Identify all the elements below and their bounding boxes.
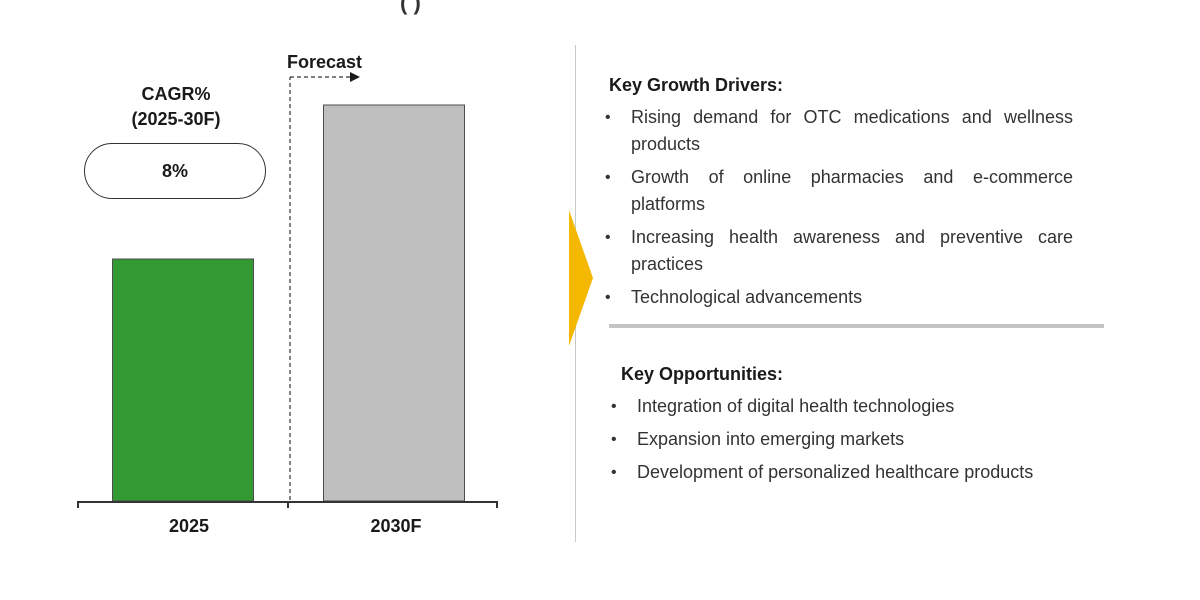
cagr-value-pill: 8% bbox=[84, 143, 266, 199]
cagr-label: CAGR% (2025-30F) bbox=[96, 82, 256, 132]
list-item-text: Development of personalized healthcare p… bbox=[637, 462, 1034, 482]
list-item-text: Rising demand for OTC medications and we… bbox=[631, 107, 1073, 154]
bar-2025 bbox=[112, 258, 254, 502]
cagr-label-line1: CAGR% bbox=[141, 84, 211, 104]
key-opportunities-list: • Integration of digital health technolog… bbox=[611, 393, 1091, 492]
list-item: • Development of personalized healthcare … bbox=[611, 459, 1091, 486]
list-item: • Increasing health awareness and prevent… bbox=[605, 224, 1073, 278]
forecast-label: Forecast bbox=[287, 52, 363, 72]
bullet-icon: • bbox=[605, 289, 611, 306]
bullet-icon: • bbox=[611, 431, 617, 448]
list-item-text: Growth of online pharmacies and e-commer… bbox=[631, 167, 1073, 214]
list-item-text: Technological advancements bbox=[631, 287, 863, 307]
cagr-label-line2: (2025-30F) bbox=[131, 109, 221, 129]
forecast-arrow-head bbox=[350, 72, 360, 82]
bars-layer bbox=[112, 104, 465, 502]
key-growth-drivers-title: Key Growth Drivers: bbox=[609, 75, 784, 95]
x-tick-label-2025: 2025 bbox=[169, 516, 209, 536]
section-divider bbox=[609, 324, 1104, 328]
bullet-icon: • bbox=[605, 169, 611, 186]
bullet-icon: • bbox=[611, 464, 617, 481]
clipped-title-fragment: ( ) bbox=[400, 0, 421, 15]
bar-2030f bbox=[323, 104, 465, 502]
category-labels-layer: 2025 2030F bbox=[169, 516, 422, 536]
bullet-icon: • bbox=[605, 229, 611, 246]
list-item-text: Increasing health awareness and preventi… bbox=[631, 227, 1073, 274]
list-item: • Integration of digital health technolog… bbox=[611, 393, 1091, 420]
key-opportunities-title: Key Opportunities: bbox=[621, 364, 784, 384]
key-growth-drivers-list: • Rising demand for OTC medications and w… bbox=[605, 104, 1073, 317]
list-item: • Growth of online pharmacies and e-comme… bbox=[605, 164, 1073, 218]
bar-chart: 2025 2030F bbox=[77, 72, 498, 536]
x-tick-label-2030f: 2030F bbox=[370, 516, 421, 536]
cagr-value: 8% bbox=[161, 160, 188, 181]
bullet-icon: • bbox=[611, 398, 617, 415]
list-item-text: Expansion into emerging markets bbox=[637, 429, 905, 449]
list-item: • Rising demand for OTC medications and w… bbox=[605, 104, 1073, 158]
list-item: • Technological advancements bbox=[605, 284, 1073, 311]
list-item: • Expansion into emerging markets bbox=[611, 426, 1091, 453]
chevron-right-icon bbox=[569, 210, 593, 346]
bullet-icon: • bbox=[605, 109, 611, 126]
list-item-text: Integration of digital health technologi… bbox=[637, 396, 955, 416]
